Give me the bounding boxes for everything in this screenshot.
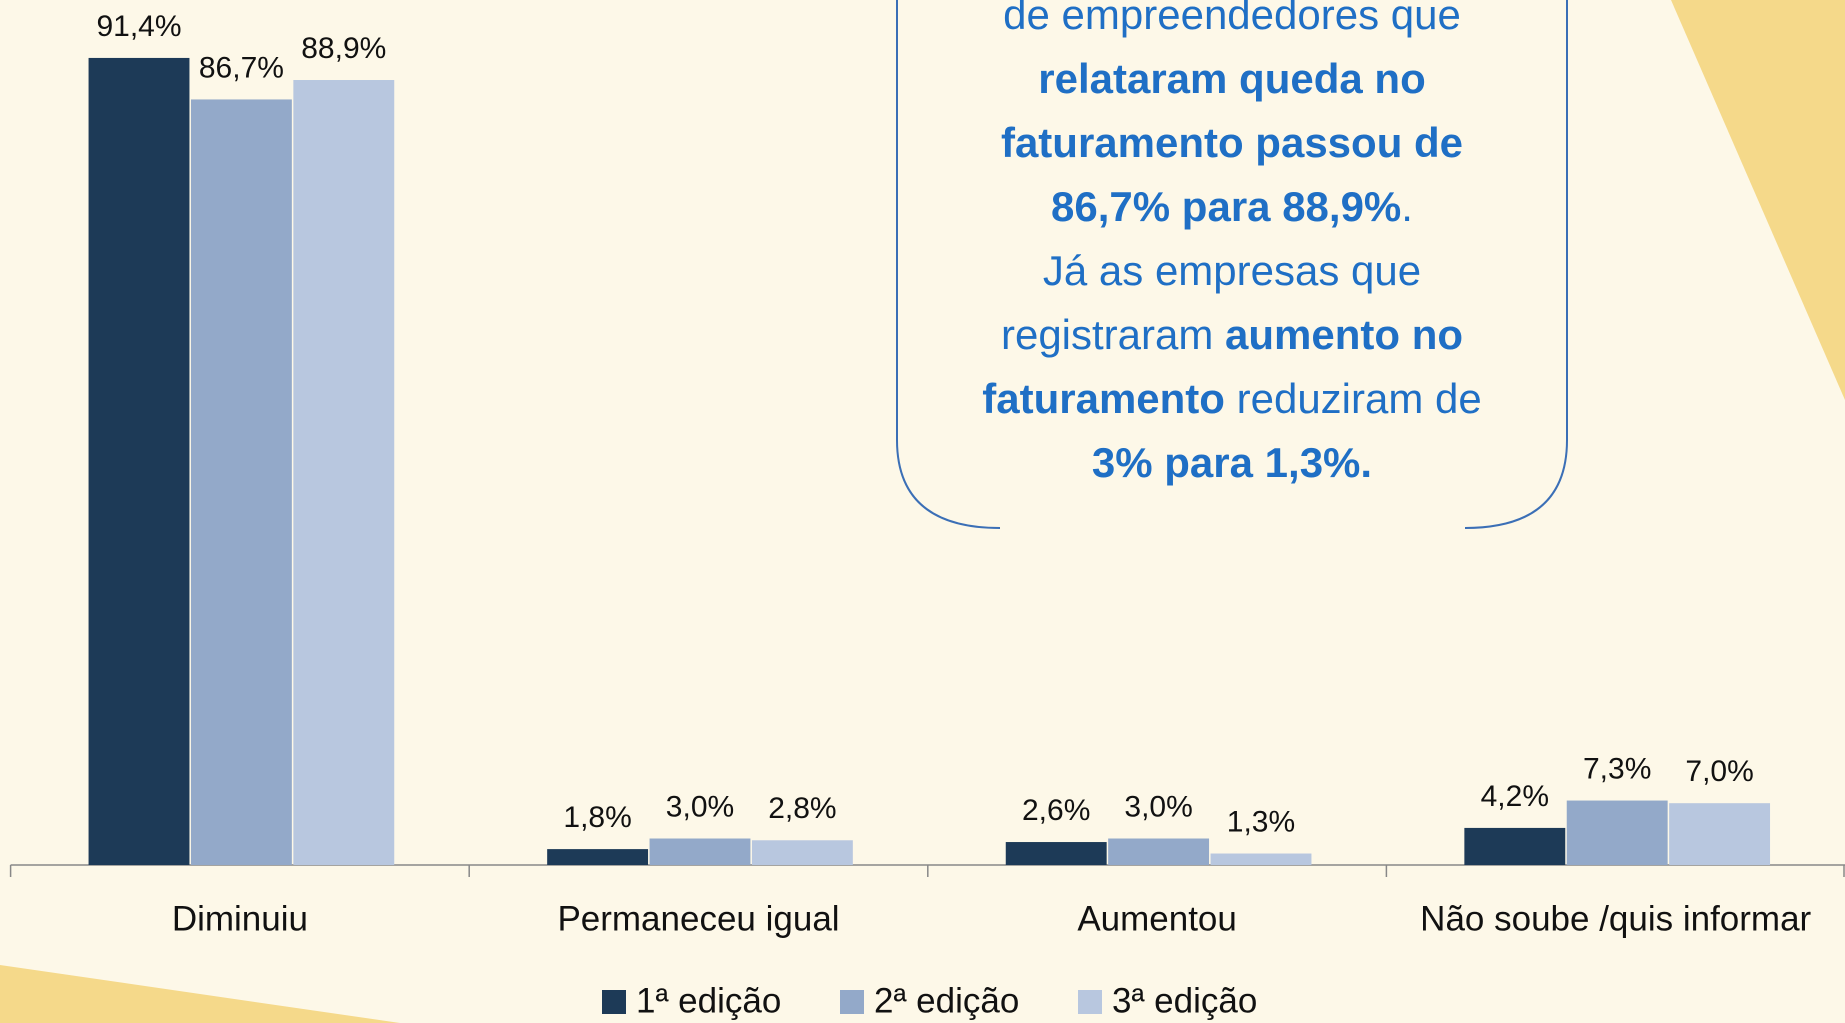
value-label: 1,3% [1227,805,1295,838]
bar [190,99,292,865]
annotation-segment: registraram [1001,311,1225,358]
legend-swatch [602,990,626,1014]
annotation-line: registraram aumento no [1001,311,1463,358]
value-label: 2,6% [1022,794,1090,827]
annotation-segment: aumento no [1225,311,1463,358]
value-label: 2,8% [768,792,836,825]
x-tick-label: Permaneceu igual [557,899,839,938]
legend-swatch [840,990,864,1014]
value-label: 7,3% [1583,752,1651,785]
decor-triangle [1671,0,1845,400]
callout-border [896,0,1568,529]
x-tick-label: Diminuiu [172,899,308,938]
value-label: 3,0% [666,790,734,823]
annotation-segment: reduziram de [1225,375,1482,422]
legend-label: 1ª edição [636,981,781,1020]
value-label: 3,0% [1124,790,1192,823]
annotation-segment: 86,7% para 88,9% [1051,183,1401,230]
bar [1108,838,1210,865]
value-label: 1,8% [563,801,631,834]
annotation-segment: de empreendedores que [1003,0,1461,38]
bar [547,849,649,865]
annotation-segment: faturamento [982,375,1225,422]
bar [1210,853,1312,865]
bar [293,80,395,865]
annotation-line: 86,7% para 88,9%. [1051,183,1413,230]
x-tick-label: Não soube /quis informar [1420,899,1811,938]
legend-label: 2ª edição [874,981,1019,1020]
bar [1566,800,1668,865]
value-label: 91,4% [96,10,181,43]
annotation-line: 3% para 1,3%. [1092,439,1372,486]
annotation-line: relataram queda no [1038,55,1425,102]
annotation-segment: faturamento passou de [1001,119,1463,166]
value-label: 4,2% [1481,780,1549,813]
bar [88,57,190,866]
value-label: 86,7% [199,51,284,84]
legend-label: 3ª edição [1112,981,1257,1020]
bar [1005,842,1107,865]
annotation-segment: Já as empresas que [1043,247,1421,294]
bar [1464,827,1566,865]
annotation-segment: 3% para 1,3%. [1092,439,1372,486]
value-label: 88,9% [301,32,386,65]
x-tick-label: Aumentou [1077,899,1237,938]
annotation-line: faturamento passou de [1001,119,1463,166]
annotation-line: faturamento reduziram de [982,375,1481,422]
annotation-segment: . [1401,183,1413,230]
decor-triangle [0,965,400,1023]
bar [751,840,853,865]
bar [1669,803,1771,865]
bar [649,838,751,865]
legend-swatch [1078,990,1102,1014]
value-label: 7,0% [1685,755,1753,788]
annotation-line: de empreendedores que [1003,0,1461,38]
annotation-line: Já as empresas que [1043,247,1421,294]
annotation-segment: relataram queda no [1038,55,1425,102]
